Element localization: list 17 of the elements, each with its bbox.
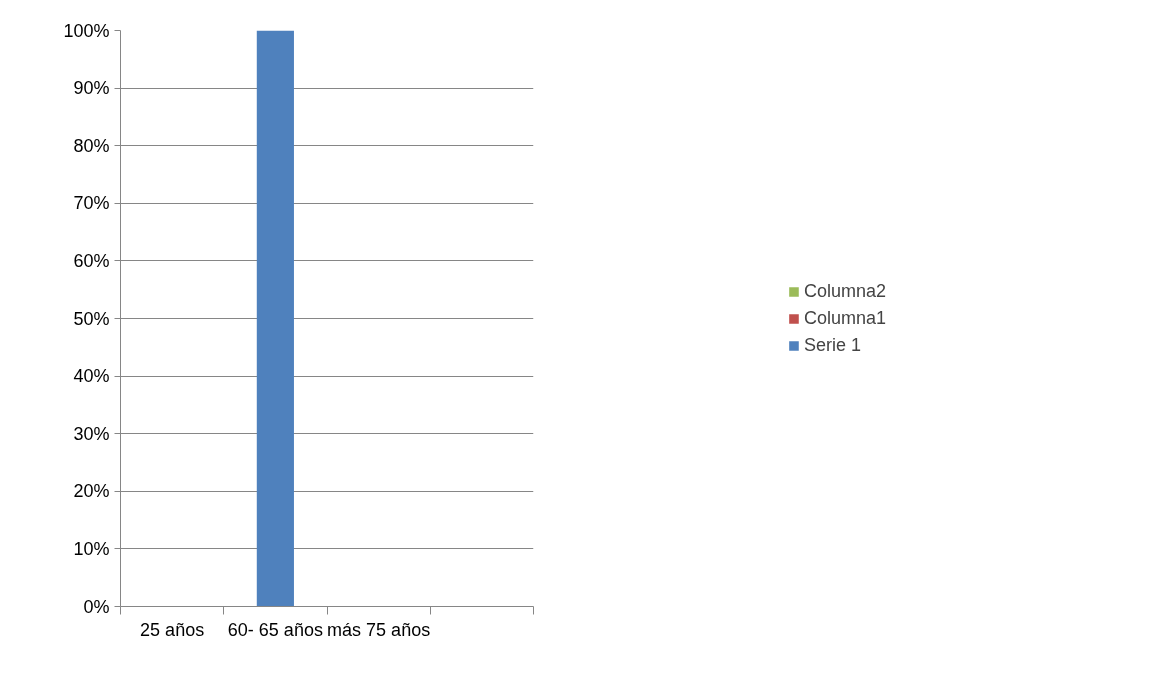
y-tick-label: 60%: [73, 250, 110, 271]
y-tick-label: 50%: [73, 308, 110, 329]
y-tick-label: 70%: [73, 193, 110, 214]
legend-label: Serie 1: [803, 334, 862, 356]
y-tick-label: 100%: [63, 20, 110, 41]
x-tick-label: más 75 años: [327, 619, 431, 640]
x-tick-label: 60- 65 años: [227, 619, 323, 640]
legend-label: Columna2: [803, 280, 887, 302]
y-tick-label: 40%: [73, 366, 110, 387]
y-tick-label: 0%: [83, 596, 110, 617]
y-tick-label: 90%: [73, 78, 110, 99]
y-tick-label: 10%: [73, 538, 110, 559]
x-tick-label: 25 años: [140, 619, 205, 640]
legend-label: Columna1: [803, 307, 887, 329]
y-tick-label: 30%: [73, 423, 110, 444]
y-tick-label: 80%: [73, 135, 110, 156]
y-tick-label: 20%: [73, 481, 110, 502]
